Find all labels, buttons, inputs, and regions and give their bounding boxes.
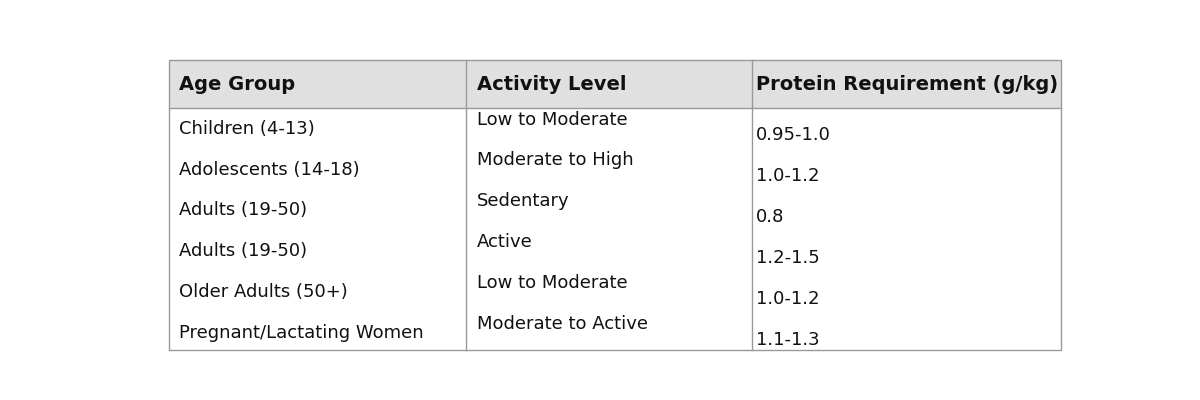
Bar <box>168 108 1061 149</box>
Bar <box>168 272 1061 313</box>
Text: Adolescents (14-18): Adolescents (14-18) <box>179 160 360 178</box>
Text: Adults (19-50): Adults (19-50) <box>179 242 307 260</box>
Text: Adults (19-50): Adults (19-50) <box>179 202 307 220</box>
Text: Low to Moderate: Low to Moderate <box>476 110 628 128</box>
Text: Age Group: Age Group <box>179 75 295 94</box>
Text: Active: Active <box>476 234 533 252</box>
Text: 1.0-1.2: 1.0-1.2 <box>756 290 820 308</box>
Bar <box>168 149 1061 190</box>
Text: 1.1-1.3: 1.1-1.3 <box>756 330 820 348</box>
Text: 1.0-1.2: 1.0-1.2 <box>756 167 820 185</box>
Text: Moderate to High: Moderate to High <box>476 152 634 170</box>
Text: Moderate to Active: Moderate to Active <box>476 315 648 333</box>
Text: 0.8: 0.8 <box>756 208 785 226</box>
Bar <box>168 313 1061 354</box>
Text: Activity Level: Activity Level <box>476 75 626 94</box>
Bar <box>168 190 1061 231</box>
Text: 1.2-1.5: 1.2-1.5 <box>756 248 820 266</box>
Text: Protein Requirement (g/kg): Protein Requirement (g/kg) <box>756 75 1058 94</box>
Text: Sedentary: Sedentary <box>476 192 569 210</box>
Text: 0.95-1.0: 0.95-1.0 <box>756 126 830 144</box>
Bar <box>168 60 1061 108</box>
Bar <box>168 231 1061 272</box>
Text: Low to Moderate: Low to Moderate <box>476 274 628 292</box>
Text: Older Adults (50+): Older Adults (50+) <box>179 283 348 301</box>
Text: Children (4-13): Children (4-13) <box>179 120 316 138</box>
Text: Pregnant/Lactating Women: Pregnant/Lactating Women <box>179 324 424 342</box>
